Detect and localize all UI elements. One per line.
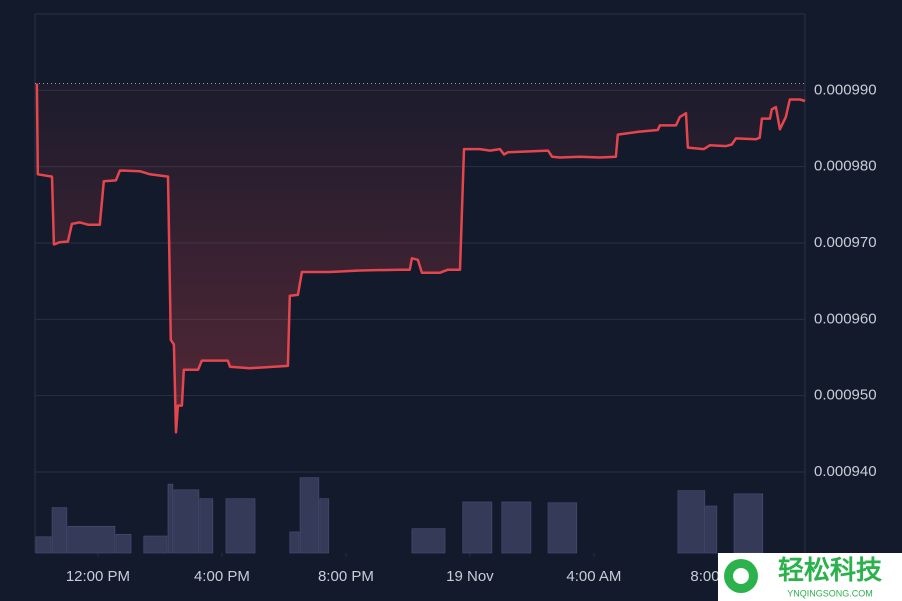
watermark-url: YNQINGSONG.COM bbox=[787, 588, 873, 598]
x-tick-label: 4:00 AM bbox=[566, 568, 621, 585]
volume-bar bbox=[199, 498, 214, 554]
volume-bar bbox=[143, 535, 168, 554]
x-tick-label: 8:00 PM bbox=[318, 568, 374, 585]
volume-bar bbox=[411, 528, 446, 554]
volume-bar bbox=[677, 490, 706, 554]
y-tick-label: 0.000980 bbox=[814, 158, 877, 175]
y-tick-label: 0.000950 bbox=[814, 387, 877, 404]
volume-bar bbox=[115, 534, 132, 554]
volume-bar bbox=[35, 536, 52, 554]
x-tick-label: 4:00 PM bbox=[194, 568, 250, 585]
y-tick-label: 0.000990 bbox=[814, 81, 877, 98]
volume-bar bbox=[501, 501, 532, 554]
price-line bbox=[35, 83, 806, 434]
volume-bar bbox=[319, 498, 330, 554]
volume-bar bbox=[225, 498, 256, 554]
volume-bar bbox=[173, 489, 200, 554]
volume-bar bbox=[289, 531, 300, 554]
area bbox=[36, 83, 805, 433]
volume-bar bbox=[462, 501, 493, 554]
y-tick-label: 0.000960 bbox=[814, 310, 877, 327]
x-tick-label: 19 Nov bbox=[446, 568, 494, 585]
volume-bar bbox=[705, 505, 718, 554]
y-tick-label: 0.000940 bbox=[814, 463, 877, 480]
volume-bar bbox=[67, 525, 116, 554]
watermark-text: 轻松科技 bbox=[778, 555, 882, 585]
volume-bar bbox=[733, 493, 764, 554]
volume-bar bbox=[167, 483, 174, 554]
watermark-logo-eye bbox=[733, 568, 749, 584]
volume-bar bbox=[299, 477, 320, 554]
x-tick-label: 12:00 PM bbox=[66, 568, 130, 585]
volume-bar bbox=[547, 502, 578, 554]
volume-bar bbox=[51, 507, 68, 554]
y-tick-label: 0.000970 bbox=[814, 234, 877, 251]
